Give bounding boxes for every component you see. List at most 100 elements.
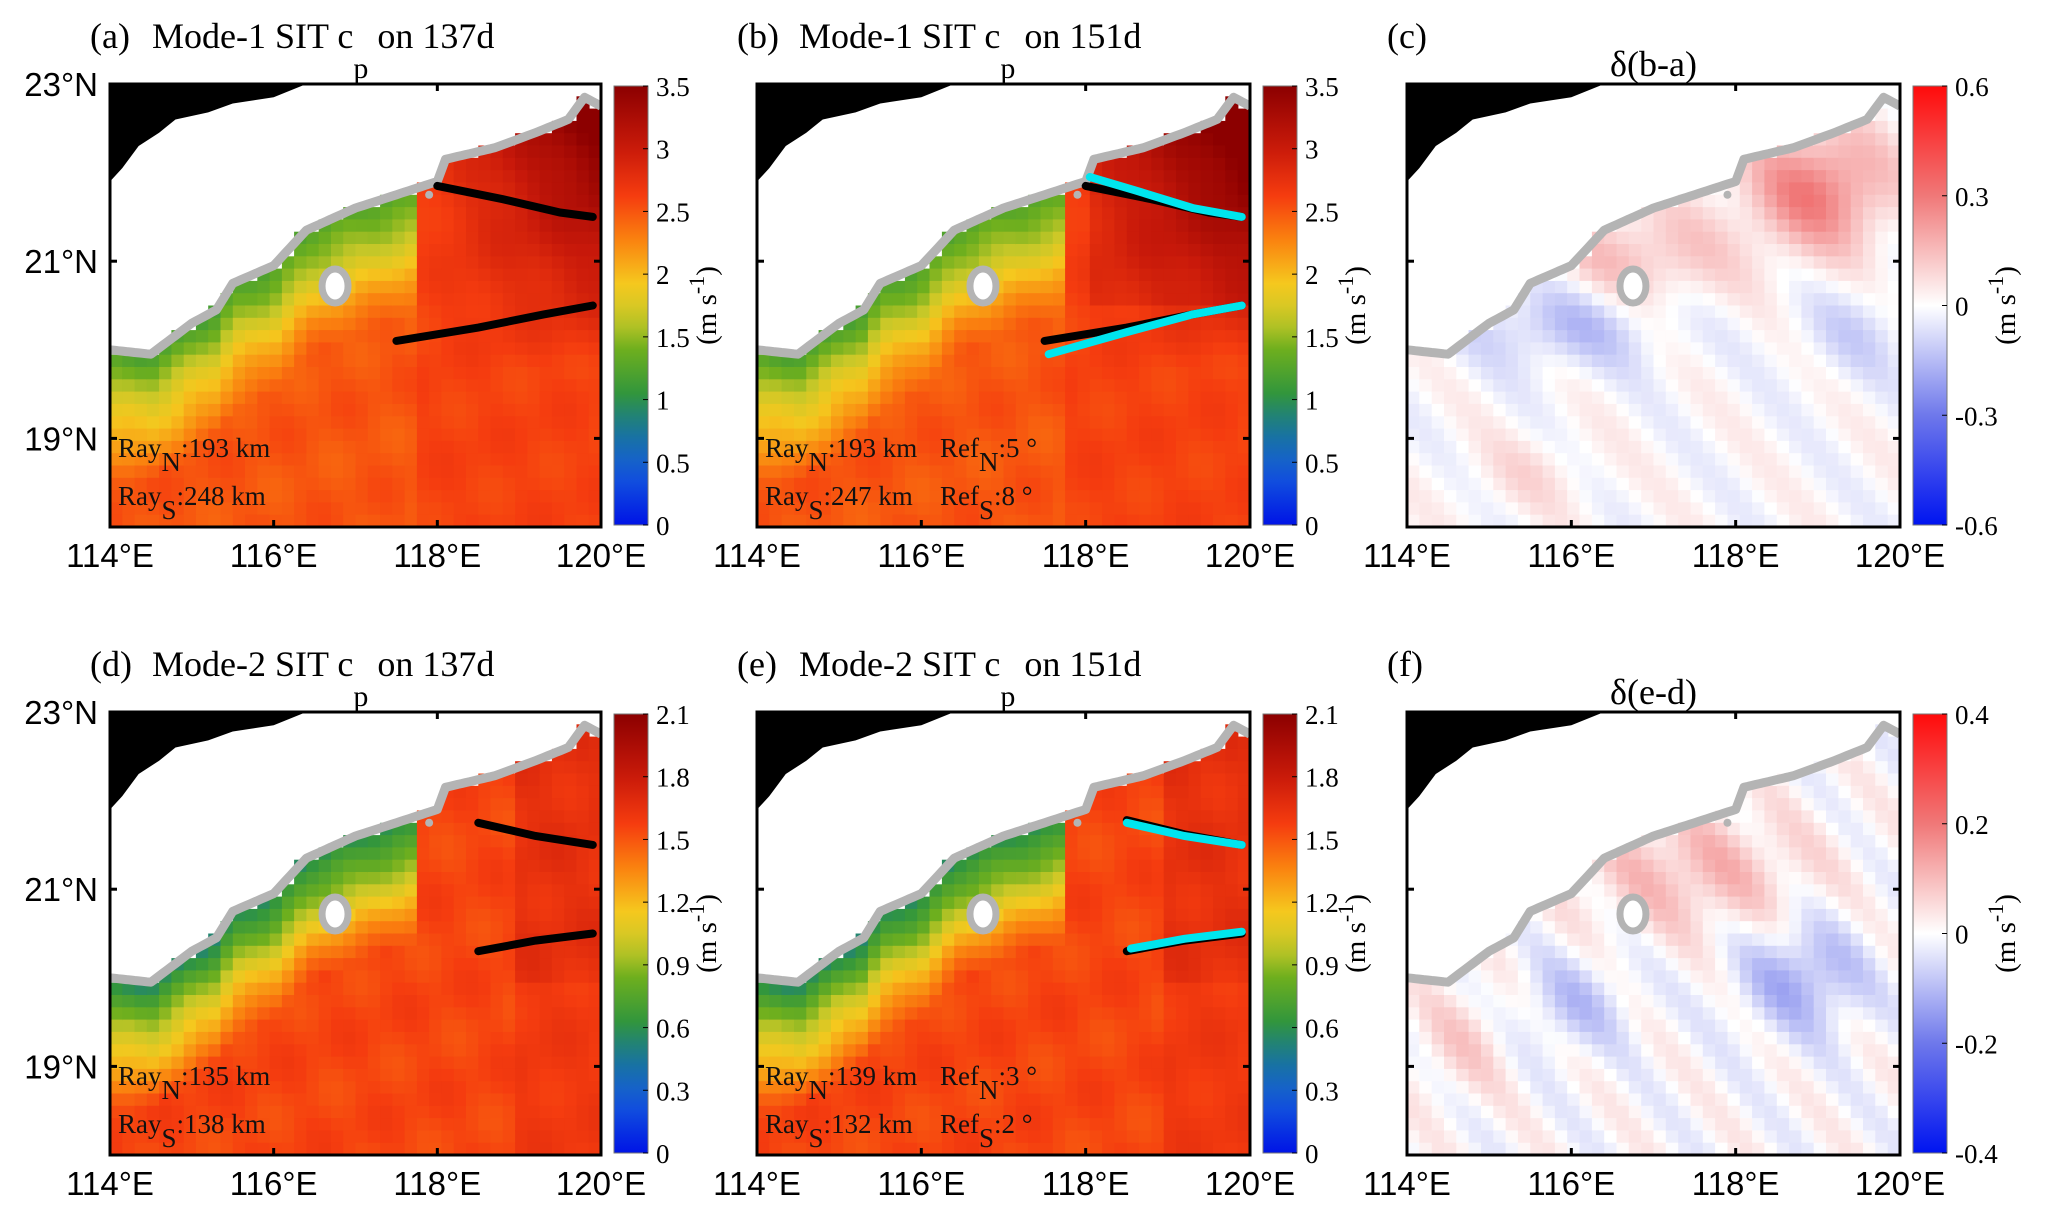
field-cell	[1579, 403, 1593, 417]
field-cell	[134, 1044, 148, 1058]
field-cell	[269, 354, 283, 368]
field-cell	[392, 1068, 406, 1082]
field-cell	[281, 921, 295, 935]
field-cell	[564, 182, 578, 196]
field-cell	[1052, 268, 1066, 282]
field-cell	[892, 490, 906, 504]
field-cell	[1789, 157, 1803, 171]
field-cell	[1789, 379, 1803, 393]
field-cell	[281, 379, 295, 393]
field-cell	[1089, 453, 1103, 467]
field-cell	[515, 810, 529, 824]
field-cell	[331, 1007, 345, 1021]
field-cell	[380, 268, 394, 282]
field-cell	[269, 453, 283, 467]
field-cell	[1468, 477, 1482, 491]
field-cell	[281, 403, 295, 417]
field-cell	[1665, 490, 1679, 504]
field-cell	[146, 514, 160, 527]
field-cell	[1727, 465, 1741, 479]
field-cell	[490, 231, 504, 245]
field-cell	[588, 773, 601, 787]
field-cell	[1102, 477, 1116, 491]
field-cell	[576, 1068, 590, 1082]
field-cell	[892, 908, 906, 922]
field-cell	[1077, 490, 1091, 504]
field-cell	[1567, 330, 1581, 344]
field-cell	[1015, 367, 1029, 381]
field-cell	[380, 293, 394, 307]
field-cell	[769, 1118, 783, 1132]
field-cell	[892, 354, 906, 368]
field-cell	[1040, 403, 1054, 417]
field-cell	[1065, 367, 1079, 381]
field-cell	[1456, 440, 1470, 454]
field-cell	[1151, 207, 1165, 221]
field-cell	[1591, 342, 1605, 356]
field-cell	[880, 933, 894, 947]
field-cell	[1838, 403, 1852, 417]
field-cell	[134, 1081, 148, 1095]
field-cell	[1040, 317, 1054, 331]
field-cell	[466, 428, 480, 442]
field-cell	[892, 280, 906, 294]
field-cell	[1419, 453, 1433, 467]
field-cell	[1628, 342, 1642, 356]
field-cell	[171, 1081, 185, 1095]
field-cell	[490, 884, 504, 898]
field-cell	[1850, 416, 1864, 430]
field-cell	[1151, 416, 1165, 430]
annotation-base: Ray	[118, 433, 162, 463]
field-cell	[588, 453, 601, 467]
field-cell	[122, 502, 136, 516]
field-cell	[502, 896, 516, 910]
field-cell	[331, 933, 345, 947]
field-cell	[1003, 219, 1017, 233]
field-cell	[1801, 293, 1815, 307]
field-cell	[588, 859, 601, 873]
field-cell	[478, 1019, 492, 1033]
field-cell	[453, 933, 467, 947]
field-cell	[527, 379, 541, 393]
field-cell	[551, 268, 565, 282]
field-cell	[892, 330, 906, 344]
field-cell	[404, 490, 418, 504]
field-cell	[416, 970, 430, 984]
field-cell	[855, 995, 869, 1009]
field-cell	[1431, 477, 1445, 491]
field-cell	[966, 1142, 980, 1155]
field-cell	[929, 1031, 943, 1045]
field-cell	[892, 1130, 906, 1144]
field-cell	[232, 317, 246, 331]
field-cell	[1102, 342, 1116, 356]
field-cell	[392, 514, 406, 527]
field-cell	[502, 170, 516, 184]
field-cell	[1579, 280, 1593, 294]
field-cell	[1089, 958, 1103, 972]
field-cell	[1065, 207, 1079, 221]
field-cell	[1139, 477, 1153, 491]
field-cell	[954, 403, 968, 417]
field-cell	[1789, 293, 1803, 307]
field-cell	[331, 219, 345, 233]
field-cell	[1838, 194, 1852, 208]
field-cell	[1838, 379, 1852, 393]
field-cell	[232, 490, 246, 504]
field-cell	[892, 477, 906, 491]
field-cell	[1126, 170, 1140, 184]
field-cell	[355, 453, 369, 467]
field-cell	[466, 293, 480, 307]
field-cell	[515, 231, 529, 245]
field-cell	[392, 958, 406, 972]
field-cell	[1028, 280, 1042, 294]
field-cell	[281, 958, 295, 972]
field-cell	[1102, 896, 1116, 910]
field-cell	[904, 453, 918, 467]
field-cell	[466, 342, 480, 356]
field-cell	[527, 256, 541, 270]
field-cell	[1077, 945, 1091, 959]
field-cell	[1040, 1081, 1054, 1095]
field-cell	[1678, 256, 1692, 270]
field-cell	[1838, 428, 1852, 442]
field-cell	[429, 403, 443, 417]
